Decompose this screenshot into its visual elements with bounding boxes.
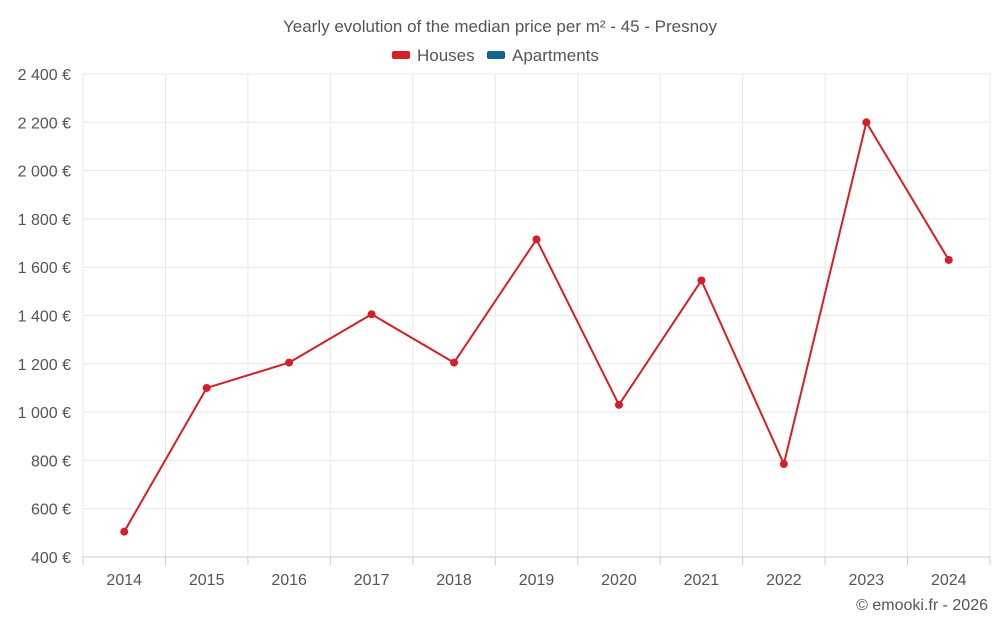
data-point-houses[interactable] (862, 118, 871, 127)
x-tick-label: 2023 (849, 572, 885, 589)
x-tick-label: 2018 (436, 572, 472, 589)
x-tick-label: 2021 (684, 572, 720, 589)
series (120, 118, 953, 536)
legend-swatch-apartments (487, 51, 505, 59)
grid (82, 73, 991, 557)
legend-item-apartments[interactable]: Apartments (487, 46, 599, 65)
x-tick-label: 2022 (766, 572, 802, 589)
x-tick-label: 2017 (354, 572, 390, 589)
data-point-houses[interactable] (697, 276, 706, 285)
y-tick-label: 2 000 € (18, 164, 71, 181)
legend-label-apartments: Apartments (512, 46, 599, 65)
y-tick-label: 1 800 € (18, 212, 71, 229)
data-point-houses[interactable] (450, 358, 459, 367)
legend-label-houses: Houses (417, 46, 475, 65)
legend-item-houses[interactable]: Houses (392, 46, 475, 65)
y-tick-label: 2 200 € (18, 115, 71, 132)
data-point-houses[interactable] (202, 383, 211, 392)
credit-text: © emooki.fr - 2026 (856, 597, 988, 614)
y-tick-label: 1 400 € (18, 309, 71, 326)
y-tick-label: 2 400 € (18, 67, 71, 84)
x-tick-label: 2016 (271, 572, 307, 589)
y-tick-label: 600 € (31, 502, 71, 519)
x-tick-label: 2019 (519, 572, 555, 589)
x-tick-label: 2014 (106, 572, 142, 589)
data-point-houses[interactable] (614, 400, 623, 409)
x-tick-label: 2015 (189, 572, 225, 589)
legend: Houses Apartments (392, 46, 599, 65)
y-tick-label: 400 € (31, 550, 71, 567)
y-tick-label: 1 200 € (18, 357, 71, 374)
chart-title: Yearly evolution of the median price per… (283, 17, 718, 36)
data-point-houses[interactable] (120, 527, 129, 536)
y-tick-label: 1 000 € (18, 405, 71, 422)
data-point-houses[interactable] (532, 235, 541, 244)
data-point-houses[interactable] (944, 255, 953, 264)
data-point-houses[interactable] (779, 460, 788, 469)
legend-swatch-houses (392, 51, 410, 59)
y-tick-label: 1 600 € (18, 260, 71, 277)
y-tick-label: 800 € (31, 453, 71, 470)
data-point-houses[interactable] (367, 310, 376, 319)
axes: 400 € 600 € 800 € 1 000 € 1 200 € 1 400 € 1 60… (18, 67, 991, 589)
x-tick-label: 2020 (601, 572, 637, 589)
data-point-houses[interactable] (285, 358, 294, 367)
x-tick-label: 2024 (931, 572, 967, 589)
